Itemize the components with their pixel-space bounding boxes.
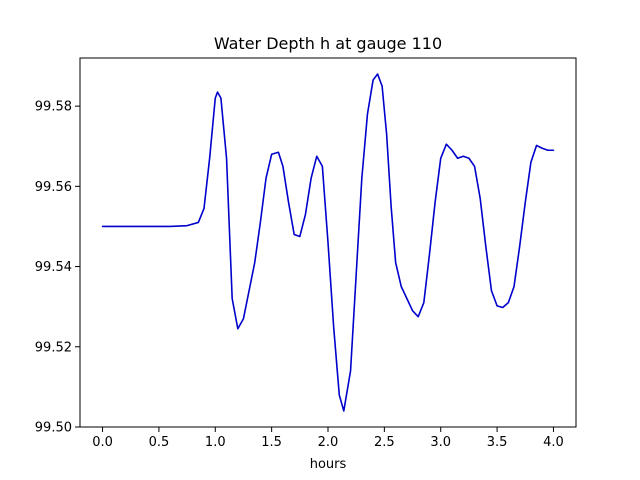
chart-title: Water Depth h at gauge 110: [214, 34, 442, 53]
plot-area: [101, 73, 555, 412]
x-tick-label: 2.0: [318, 435, 339, 450]
y-tick-label: 99.50: [35, 421, 72, 436]
y-tick-label: 99.56: [35, 180, 72, 195]
y-tick-label: 99.54: [35, 260, 72, 275]
x-tick-label: 3.5: [487, 435, 508, 450]
axis-ticks: 0.0 0.5 1.0 1.5 2.0 2.5 3.0 3.5 4.0 99.50 99.52 99.…: [35, 100, 564, 450]
x-tick-label: 3.0: [430, 435, 451, 450]
x-tick-label: 0.5: [149, 435, 170, 450]
series-line-0: [101, 73, 555, 412]
x-tick-label: 2.5: [374, 435, 395, 450]
x-tick-label: 0.0: [92, 435, 113, 450]
x-axis-label: hours: [310, 457, 347, 472]
x-tick-label: 1.0: [205, 435, 226, 450]
x-tick-label: 1.5: [261, 435, 282, 450]
x-tick-label: 4.0: [543, 435, 564, 450]
y-tick-label: 99.58: [35, 100, 72, 115]
y-tick-label: 99.52: [35, 340, 72, 355]
axes-frame: [79, 57, 577, 428]
